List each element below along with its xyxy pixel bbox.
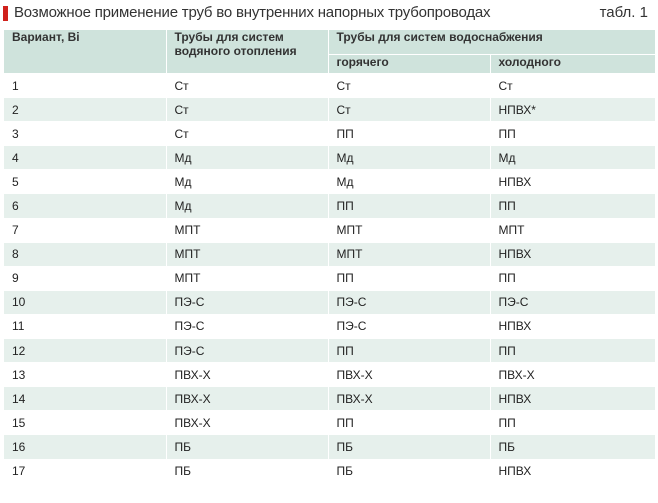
table-caption: Возможное применение труб во внутренних … <box>0 0 658 30</box>
table-row: 17 ПБ ПБ НПВХ <box>4 458 656 483</box>
cell-heating: Ст <box>166 97 329 122</box>
cell-heating: Ст <box>166 72 329 98</box>
cell-heating: МПТ <box>166 265 329 291</box>
cell-hot: ПБ <box>328 434 491 459</box>
cell-cold: ПБ <box>490 434 656 459</box>
table-row: 16 ПБ ПБ ПБ <box>4 434 656 459</box>
cell-cold: НПВХ <box>490 386 656 411</box>
cell-hot: Ст <box>328 72 491 98</box>
cell-cold: МПТ <box>490 217 656 243</box>
cell-variant: 3 <box>4 121 167 146</box>
table-row: 1 Ст Ст Ст <box>4 72 656 98</box>
cell-hot: ПП <box>328 410 491 435</box>
cell-cold: ПВХ-Х <box>490 362 656 387</box>
cell-cold: Мд <box>490 145 656 170</box>
header-subrow: горячего холодного <box>4 54 656 74</box>
cell-hot: ПП <box>328 121 491 146</box>
cell-variant: 6 <box>4 193 167 219</box>
cell-heating: ПВХ-Х <box>166 410 329 435</box>
cell-hot: ПБ <box>328 458 491 483</box>
table-number: табл. 1 <box>599 4 648 21</box>
cell-heating: ПЭ-С <box>166 289 329 315</box>
cell-cold: ПЭ-С <box>490 289 656 315</box>
table-row: 15 ПВХ-Х ПП ПП <box>4 410 656 435</box>
cell-hot: МПТ <box>328 217 491 243</box>
cell-variant: 2 <box>4 97 167 122</box>
cell-hot: ПП <box>328 338 491 363</box>
cell-hot: ПВХ-Х <box>328 362 491 387</box>
cell-cold: НПВХ <box>490 313 656 339</box>
header-variant: Вариант, Вi <box>4 30 167 74</box>
cell-hot: ПП <box>328 193 491 219</box>
header-hot: горячего <box>328 54 491 74</box>
cell-hot: Мд <box>328 145 491 170</box>
table-row: 12 ПЭ-С ПП ПП <box>4 338 656 363</box>
cell-hot: ПВХ-Х <box>328 386 491 411</box>
cell-cold: Ст <box>490 72 656 98</box>
cell-cold: НПВХ* <box>490 97 656 122</box>
cell-variant: 12 <box>4 338 167 363</box>
cell-heating: ПЭ-С <box>166 338 329 363</box>
cell-hot: ПЭ-С <box>328 289 491 315</box>
table-row: 10 ПЭ-С ПЭ-С ПЭ-С <box>4 289 656 315</box>
table-row: 2 Ст Ст НПВХ* <box>4 97 656 122</box>
table-title: Возможное применение труб во внутренних … <box>14 4 491 21</box>
header-heating: Трубы для систем водяного отопления <box>166 30 329 74</box>
cell-heating: ПВХ-Х <box>166 386 329 411</box>
cell-variant: 5 <box>4 169 167 194</box>
cell-variant: 8 <box>4 241 167 267</box>
cell-hot: ПЭ-С <box>328 313 491 339</box>
cell-hot: МПТ <box>328 241 491 267</box>
cell-hot: ПП <box>328 265 491 291</box>
cell-hot: Ст <box>328 97 491 122</box>
header-row: Вариант, Вi Трубы для систем водяного от… <box>4 30 656 74</box>
table-row: 14 ПВХ-Х ПВХ-Х НПВХ <box>4 386 656 411</box>
cell-variant: 16 <box>4 434 167 459</box>
cell-hot: Мд <box>328 169 491 194</box>
pipes-table: Вариант, Вi Трубы для систем водяного от… <box>4 30 656 483</box>
table-row: 4 Мд Мд Мд <box>4 145 656 170</box>
cell-heating: Ст <box>166 121 329 146</box>
cell-heating: Мд <box>166 169 329 194</box>
table-row: 6 Мд ПП ПП <box>4 193 656 219</box>
cell-cold: НПВХ <box>490 458 656 483</box>
cell-heating: ПЭ-С <box>166 313 329 339</box>
cell-cold: ПП <box>490 193 656 219</box>
table-row: 5 Мд Мд НПВХ <box>4 169 656 194</box>
cell-heating: Мд <box>166 193 329 219</box>
cell-cold: ПП <box>490 265 656 291</box>
header-cold: холодного <box>490 54 656 74</box>
cell-heating: ПБ <box>166 458 329 483</box>
table-row: 9 МПТ ПП ПП <box>4 265 656 291</box>
table-row: 11 ПЭ-С ПЭ-С НПВХ <box>4 313 656 339</box>
table-row: 8 МПТ МПТ НПВХ <box>4 241 656 267</box>
table-body: 1 Ст Ст Ст 2 Ст Ст НПВХ* 3 Ст ПП ПП 4 Мд Мд Мд 5 Мд Мд НПВ… <box>4 72 656 483</box>
cell-variant: 1 <box>4 72 167 98</box>
cell-variant: 13 <box>4 362 167 387</box>
header-water-supply: Трубы для систем водоснабжения <box>328 30 656 56</box>
cell-variant: 10 <box>4 289 167 315</box>
cell-variant: 17 <box>4 458 167 483</box>
cell-heating: ПБ <box>166 434 329 459</box>
cell-heating: ПВХ-Х <box>166 362 329 387</box>
cell-variant: 4 <box>4 145 167 170</box>
cell-cold: ПП <box>490 410 656 435</box>
cell-cold: НПВХ <box>490 169 656 194</box>
cell-variant: 15 <box>4 410 167 435</box>
cell-cold: НПВХ <box>490 241 656 267</box>
cell-variant: 14 <box>4 386 167 411</box>
cell-heating: Мд <box>166 145 329 170</box>
cell-heating: МПТ <box>166 241 329 267</box>
table-row: 3 Ст ПП ПП <box>4 121 656 146</box>
table-row: 7 МПТ МПТ МПТ <box>4 217 656 243</box>
cell-variant: 7 <box>4 217 167 243</box>
cell-cold: ПП <box>490 121 656 146</box>
cell-variant: 11 <box>4 313 167 339</box>
cell-heating: МПТ <box>166 217 329 243</box>
cell-cold: ПП <box>490 338 656 363</box>
table-row: 13 ПВХ-Х ПВХ-Х ПВХ-Х <box>4 362 656 387</box>
cell-variant: 9 <box>4 265 167 291</box>
accent-marker <box>3 6 8 21</box>
